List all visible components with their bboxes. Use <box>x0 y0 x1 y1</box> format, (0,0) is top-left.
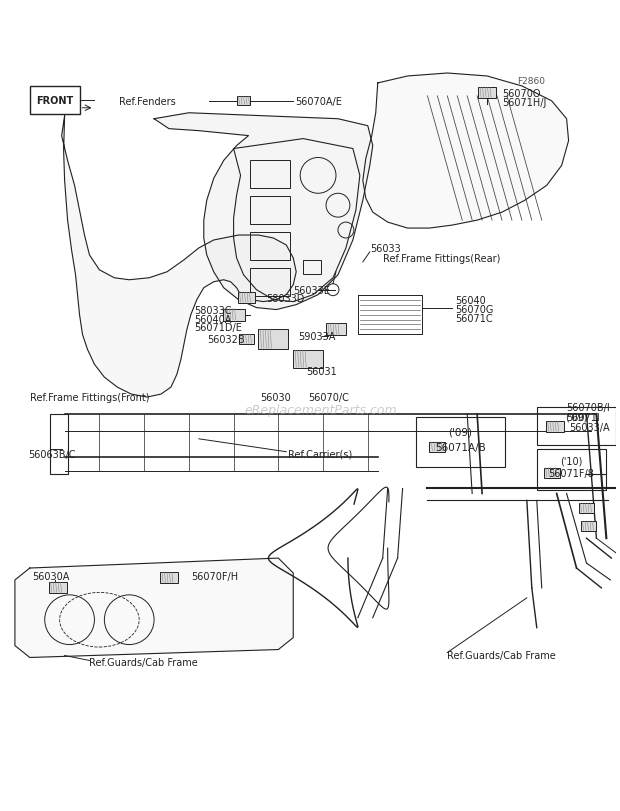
Text: 56030A: 56030A <box>32 571 69 581</box>
Text: 56070O: 56070O <box>502 88 541 99</box>
Bar <box>478 88 496 99</box>
Text: 58033C: 58033C <box>194 305 231 315</box>
Text: 56063B/C: 56063B/C <box>28 449 76 459</box>
Text: 56030: 56030 <box>260 393 291 402</box>
Bar <box>239 335 254 345</box>
Bar <box>326 324 346 336</box>
Bar <box>250 197 290 225</box>
Text: 56033E: 56033E <box>293 285 330 295</box>
Text: Ref.Frame Fittings(Rear): Ref.Frame Fittings(Rear) <box>383 254 500 264</box>
Bar <box>293 351 323 369</box>
Bar <box>537 449 606 491</box>
Bar <box>160 573 178 584</box>
Bar <box>415 418 505 467</box>
Bar <box>50 414 68 474</box>
Bar <box>237 293 255 304</box>
Text: 56040A: 56040A <box>194 314 231 324</box>
Text: 56070F/H: 56070F/H <box>191 571 238 581</box>
Text: FRONT: FRONT <box>36 96 73 105</box>
Text: 56033: 56033 <box>370 243 401 254</box>
Bar <box>578 504 595 513</box>
Bar <box>544 468 560 478</box>
Text: 56070A/E: 56070A/E <box>295 97 342 107</box>
Text: 56070B/I: 56070B/I <box>567 402 610 413</box>
Text: Ref.Guards/Cab Frame: Ref.Guards/Cab Frame <box>447 650 556 661</box>
Text: ('09): ('09) <box>565 413 588 423</box>
Text: 56071C: 56071C <box>455 313 493 323</box>
Text: eReplacementParts.com: eReplacementParts.com <box>244 403 397 416</box>
Text: 56071H/J: 56071H/J <box>502 97 546 108</box>
Bar <box>580 521 596 531</box>
Bar <box>537 407 616 445</box>
Text: Ref.Guards/Cab Frame: Ref.Guards/Cab Frame <box>89 658 198 667</box>
Text: 56040: 56040 <box>455 295 486 305</box>
Text: Ref.Frame Fittings(Front): Ref.Frame Fittings(Front) <box>30 393 149 402</box>
Text: 56071F/8: 56071F/8 <box>549 468 595 478</box>
Text: 58033D: 58033D <box>267 294 305 303</box>
Text: ('10): ('10) <box>560 456 583 466</box>
Text: ('09): ('09) <box>448 427 472 437</box>
Text: 56071I: 56071I <box>567 413 600 423</box>
Text: 56031: 56031 <box>306 367 337 377</box>
Text: 56071A/B: 56071A/B <box>435 442 485 453</box>
Bar <box>30 87 79 114</box>
Bar <box>237 97 250 106</box>
Bar <box>250 233 290 260</box>
Bar <box>250 161 290 189</box>
Text: 56070G: 56070G <box>455 304 494 314</box>
Text: F2860: F2860 <box>517 77 545 86</box>
Bar <box>49 583 66 594</box>
Text: Ref.Fenders: Ref.Fenders <box>119 97 176 107</box>
Bar <box>250 268 290 296</box>
Text: 56070/C: 56070/C <box>308 393 349 402</box>
Polygon shape <box>363 74 569 229</box>
Polygon shape <box>15 559 293 658</box>
Text: 56071D/E: 56071D/E <box>194 323 242 333</box>
Polygon shape <box>61 117 296 397</box>
Text: Ref.Carrier(s): Ref.Carrier(s) <box>288 449 353 459</box>
Bar <box>223 309 244 321</box>
Text: 56032B: 56032B <box>206 335 244 345</box>
Text: 56033/A: 56033/A <box>570 423 610 432</box>
Text: 59033A: 59033A <box>298 332 335 342</box>
Bar <box>303 260 321 274</box>
Bar <box>546 422 564 433</box>
Polygon shape <box>154 114 373 310</box>
Bar <box>259 330 288 350</box>
Bar <box>430 442 445 453</box>
